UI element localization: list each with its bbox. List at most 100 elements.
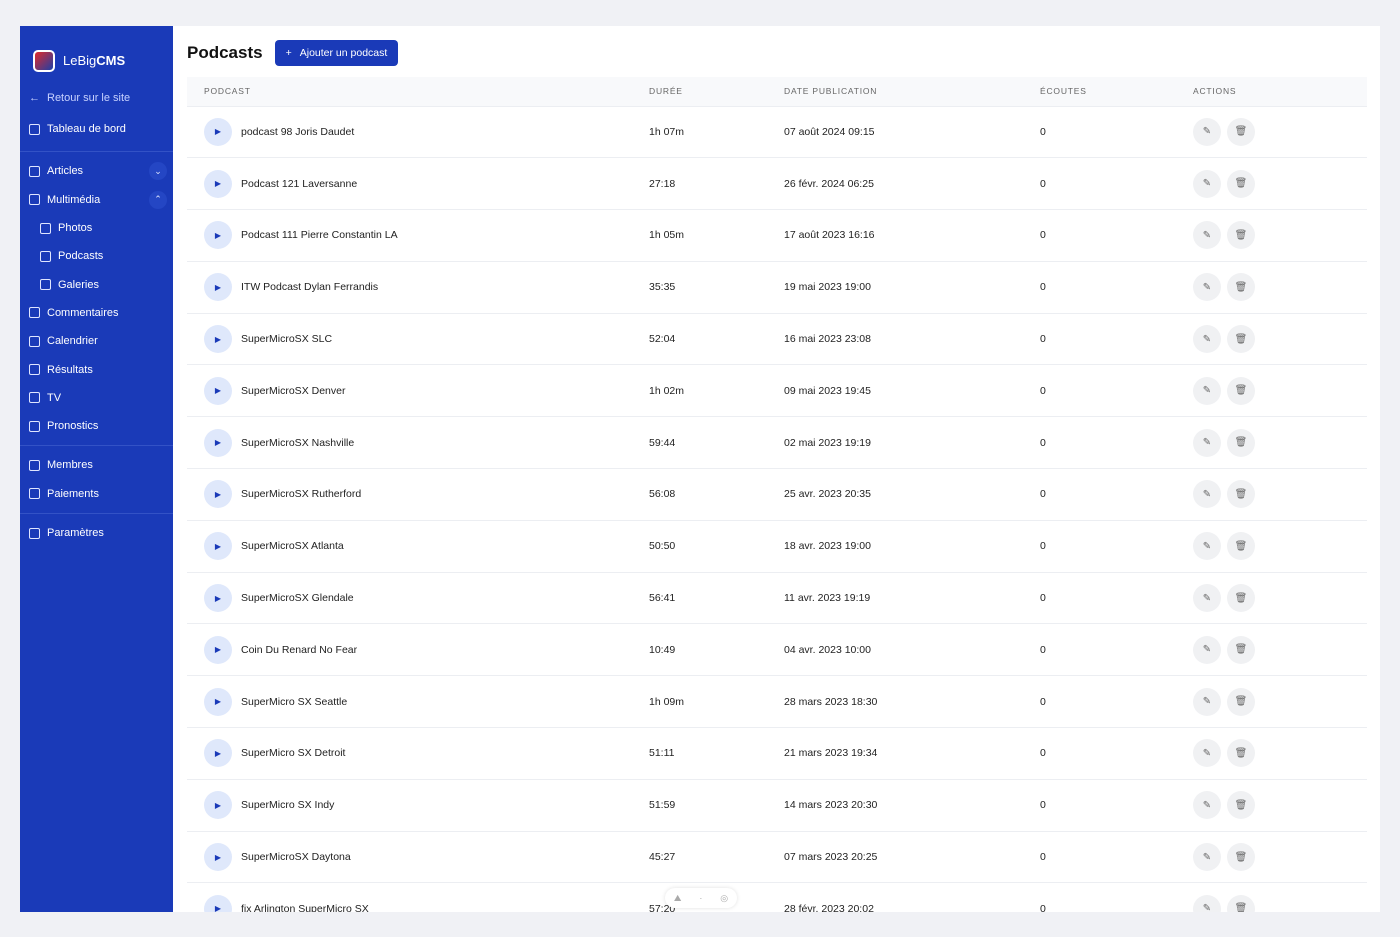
sidebar-item-photos[interactable]: Photos — [20, 214, 173, 242]
edit-button[interactable]: ✎ — [1193, 480, 1221, 509]
play-button[interactable]: ▶ — [204, 480, 232, 509]
edit-button[interactable]: ✎ — [1193, 169, 1221, 198]
play-button[interactable]: ▶ — [204, 843, 232, 872]
edit-button[interactable]: ✎ — [1193, 894, 1221, 912]
delete-button[interactable]: 🗑 — [1227, 273, 1255, 302]
main-content: Podcasts + Ajouter un podcast PODCAST DUR… — [173, 26, 1380, 912]
nav-label: Calendrier — [47, 335, 98, 348]
play-button[interactable]: ▶ — [204, 687, 232, 716]
play-button[interactable]: ▶ — [204, 376, 232, 405]
play-button[interactable]: ▶ — [204, 221, 232, 250]
delete-button[interactable]: 🗑 — [1227, 635, 1255, 664]
delete-button[interactable]: 🗑 — [1227, 739, 1255, 768]
publication-date: 04 avr. 2023 10:00 — [784, 623, 1040, 677]
delete-button[interactable]: 🗑 — [1227, 428, 1255, 457]
column-header-actions: ACTIONS — [1193, 77, 1367, 107]
edit-button[interactable]: ✎ — [1193, 635, 1221, 664]
sidebar-item-multimédia[interactable]: Multimédia ⌃ — [20, 186, 173, 214]
delete-button[interactable]: 🗑 — [1227, 532, 1255, 561]
play-button[interactable]: ▶ — [204, 273, 232, 302]
delete-button[interactable]: 🗑 — [1227, 376, 1255, 405]
table-row: ▶ SuperMicro SX Detroit 51:11 21 mars 202… — [187, 727, 1367, 780]
edit-button[interactable]: ✎ — [1193, 273, 1221, 302]
listens: 0 — [1040, 831, 1193, 884]
delete-button[interactable]: 🗑 — [1227, 894, 1255, 912]
delete-button[interactable]: 🗑 — [1227, 325, 1255, 354]
podcasts-table: PODCAST DURÉE DATE PUBLICATION ÉCOUTES A… — [187, 77, 1367, 912]
add-podcast-button[interactable]: + Ajouter un podcast — [274, 40, 399, 66]
back-to-site-link[interactable]: ← Retour sur le site — [20, 84, 173, 112]
play-button[interactable]: ▶ — [204, 325, 232, 354]
column-header-date[interactable]: DATE PUBLICATION — [784, 77, 1040, 107]
play-button[interactable]: ▶ — [204, 635, 232, 664]
publication-date: 21 mars 2023 19:34 — [784, 727, 1040, 780]
target-icon[interactable]: ◎ — [720, 892, 729, 903]
sidebar-item-calendrier[interactable]: Calendrier — [20, 327, 173, 355]
chevron-down-icon[interactable]: ⌄ — [149, 162, 167, 181]
chevron-up-icon[interactable]: ⌃ — [149, 190, 167, 209]
delete-button[interactable]: 🗑 — [1227, 584, 1255, 613]
delete-button[interactable]: 🗑 — [1227, 480, 1255, 509]
sidebar-item-commentaires[interactable]: Commentaires — [20, 299, 173, 327]
sidebar-item-membres[interactable]: Membres — [20, 451, 173, 479]
play-button[interactable]: ▶ — [204, 532, 232, 561]
nav-label: Membres — [47, 459, 93, 472]
play-button[interactable]: ▶ — [204, 428, 232, 457]
delete-button[interactable]: 🗑 — [1227, 687, 1255, 716]
edit-button[interactable]: ✎ — [1193, 221, 1221, 250]
devtools-toolbar[interactable]: ⛰ · ◎ — [665, 888, 737, 908]
nuxt-icon[interactable]: ⛰ — [673, 892, 682, 903]
publication-date: 26 févr. 2024 06:25 — [784, 157, 1040, 211]
logo-icon — [33, 49, 55, 72]
edit-button[interactable]: ✎ — [1193, 532, 1221, 561]
play-button[interactable]: ▶ — [204, 739, 232, 768]
divider — [20, 512, 173, 514]
listens: 0 — [1040, 416, 1193, 470]
play-button[interactable]: ▶ — [204, 791, 232, 820]
edit-button[interactable]: ✎ — [1193, 325, 1221, 354]
delete-button[interactable]: 🗑 — [1227, 843, 1255, 872]
play-button[interactable]: ▶ — [204, 894, 232, 912]
duration: 51:59 — [649, 779, 784, 832]
delete-button[interactable]: 🗑 — [1227, 169, 1255, 198]
edit-button[interactable]: ✎ — [1193, 791, 1221, 820]
flag-icon — [29, 364, 40, 376]
edit-button[interactable]: ✎ — [1193, 843, 1221, 872]
edit-button[interactable]: ✎ — [1193, 376, 1221, 405]
duration: 10:49 — [649, 623, 784, 677]
edit-button[interactable]: ✎ — [1193, 687, 1221, 716]
play-button[interactable]: ▶ — [204, 584, 232, 613]
delete-button[interactable]: 🗑 — [1227, 117, 1255, 146]
sidebar-item-paiements[interactable]: Paiements — [20, 480, 173, 508]
publication-date: 19 mai 2023 19:00 — [784, 261, 1040, 314]
delete-button[interactable]: 🗑 — [1227, 791, 1255, 820]
edit-button[interactable]: ✎ — [1193, 739, 1221, 768]
edit-button[interactable]: ✎ — [1193, 584, 1221, 613]
sidebar-item-articles[interactable]: Articles ⌄ — [20, 157, 173, 185]
sidebar-item-podcasts[interactable]: Podcasts — [20, 242, 173, 270]
duration: 51:11 — [649, 727, 784, 780]
sidebar-item-paramètres[interactable]: Paramètres — [20, 519, 173, 547]
play-button[interactable]: ▶ — [204, 169, 232, 198]
delete-button[interactable]: 🗑 — [1227, 221, 1255, 250]
column-header-podcast[interactable]: PODCAST — [187, 77, 649, 107]
edit-button[interactable]: ✎ — [1193, 428, 1221, 457]
sidebar-item-pronostics[interactable]: Pronostics — [20, 412, 173, 440]
duration: 45:27 — [649, 831, 784, 884]
button-label: Ajouter un podcast — [299, 47, 388, 59]
sidebar-item-tv[interactable]: TV — [20, 384, 173, 412]
table-row: ▶ Coin Du Renard No Fear 10:49 04 avr. 20… — [187, 623, 1367, 677]
page-title: Podcasts — [187, 43, 263, 62]
sidebar-item-résultats[interactable]: Résultats — [20, 355, 173, 383]
publication-date: 28 févr. 2023 20:02 — [784, 882, 1040, 912]
play-button[interactable]: ▶ — [204, 117, 232, 146]
listens: 0 — [1040, 468, 1193, 521]
sidebar-item-dashboard[interactable]: Tableau de bord — [20, 112, 173, 146]
column-header-listens[interactable]: ÉCOUTES — [1040, 77, 1193, 107]
edit-button[interactable]: ✎ — [1193, 117, 1221, 146]
column-header-duration[interactable]: DURÉE — [649, 77, 784, 107]
duration: 1h 07m — [649, 106, 784, 159]
logo[interactable]: LeBigCMS — [20, 26, 173, 82]
sidebar-item-galeries[interactable]: Galeries — [20, 270, 173, 298]
podcast-title: SuperMicroSX Nashville — [241, 436, 355, 449]
